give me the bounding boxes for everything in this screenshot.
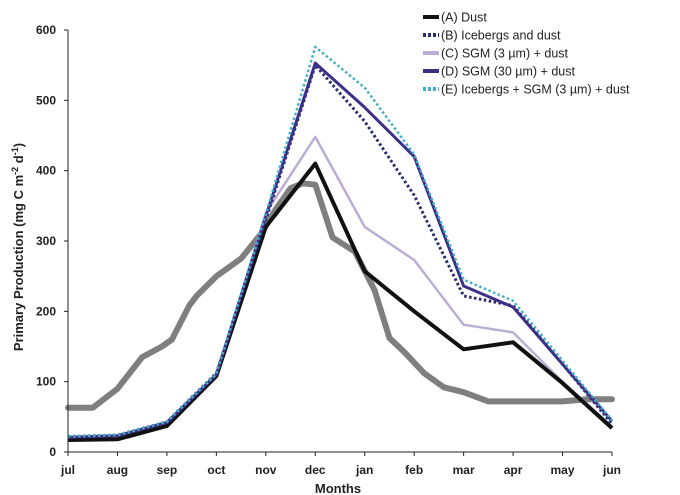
legend-label: (B) Icebergs and dust (441, 29, 561, 43)
y-tick-label: 200 (36, 304, 56, 318)
y-axis-label-end: ) (11, 143, 26, 147)
plot-area (65, 45, 615, 442)
legend-label: (D) SGM (30 µm) + dust (441, 65, 575, 79)
legend-label: (E) Icebergs + SGM (3 µm) + dust (441, 83, 630, 97)
y-tick-label: 0 (49, 445, 56, 459)
y-axis-label-main: Primary Production (mg C m (11, 175, 26, 351)
x-tick-label: jun (602, 463, 621, 477)
y-tick-label: 500 (36, 93, 56, 107)
series-line-c (67, 135, 613, 440)
x-tick-label: may (551, 463, 575, 477)
legend-label: (C) SGM (3 µm) + dust (441, 47, 569, 61)
y-axis-label-mid: d (11, 155, 26, 167)
x-tick-label: dec (305, 463, 326, 477)
x-tick-label: mar (453, 463, 475, 477)
x-tick-label: jan (355, 463, 373, 477)
x-tick-label: oct (207, 463, 225, 477)
y-axis-label: Primary Production (mg C m-2 d-1) (10, 143, 26, 351)
series-line-e (67, 45, 613, 438)
x-tick-label: feb (405, 463, 423, 477)
x-tick-label: apr (504, 463, 523, 477)
x-tick-label: jul (60, 463, 75, 477)
x-tick-label: aug (107, 463, 128, 477)
series-line-background (65, 180, 615, 411)
y-tick-label: 400 (36, 164, 56, 178)
series-line-b (67, 63, 614, 438)
x-axis-label: Months (315, 481, 361, 495)
y-axis-label-sup2: -1 (10, 147, 20, 155)
series-line-d (67, 61, 614, 439)
y-tick-label: 300 (36, 234, 56, 248)
axes: 0 100 200 300 400 500 600 jul aug sep oct nov dec jan… (36, 23, 621, 477)
y-tick-label: 600 (36, 23, 56, 37)
y-tick-label: 100 (36, 375, 56, 389)
x-tick-label: sep (157, 463, 178, 477)
legend: (A) Dust (B) Icebergs and dust (C) SGM (3 … (423, 11, 630, 97)
x-tick-label: nov (255, 463, 277, 477)
legend-label: (A) Dust (441, 11, 487, 25)
y-axis-label-sup1: -2 (10, 167, 20, 175)
series-line-a (67, 161, 614, 442)
